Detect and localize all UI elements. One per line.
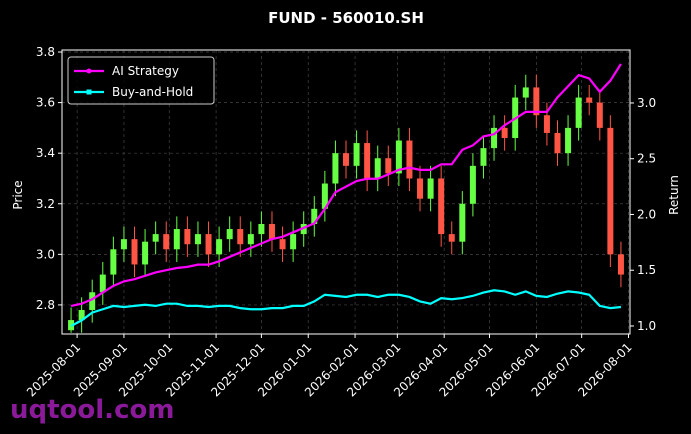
legend-label: AI Strategy — [112, 64, 179, 78]
candle-body — [99, 274, 106, 293]
candle-body — [131, 239, 138, 265]
candle-body — [417, 178, 424, 199]
candle-body — [501, 127, 508, 139]
candle-body — [311, 208, 318, 224]
candle-body — [480, 148, 487, 166]
candle-body — [163, 234, 170, 250]
candle-body — [142, 241, 149, 265]
y-tick-label: 2.8 — [36, 298, 55, 312]
candle-body — [364, 143, 371, 179]
candle-body — [617, 254, 624, 275]
candle-body — [438, 178, 445, 235]
candle-body — [194, 234, 201, 245]
candle-body — [216, 239, 223, 255]
candle-body — [543, 115, 550, 133]
candle-body — [78, 309, 85, 321]
candle-body — [268, 223, 275, 240]
y2-tick-label: 2.5 — [637, 152, 656, 166]
watermark: uqtool.com — [10, 395, 174, 425]
candle-body — [152, 234, 159, 242]
candle-body — [120, 239, 127, 250]
candle-body — [385, 158, 392, 174]
candle-body — [226, 229, 233, 240]
line-series — [70, 63, 622, 307]
y2-tick-label: 1.5 — [637, 263, 656, 277]
chart-title: FUND - 560010.SH — [268, 9, 424, 27]
plot-frame — [61, 49, 631, 335]
candle-body — [586, 97, 593, 103]
y-tick-label: 3.8 — [36, 45, 55, 59]
candle-body — [353, 143, 360, 166]
candle-body — [258, 223, 265, 235]
candle-body — [332, 153, 339, 184]
candle-body — [184, 229, 191, 245]
candle-body — [575, 97, 582, 128]
y-tick-label: 3.2 — [36, 197, 55, 211]
candle-body — [110, 249, 117, 275]
legend-label: Buy-and-Hold — [112, 85, 193, 99]
candle-body — [247, 234, 254, 245]
candle-body — [343, 153, 349, 166]
y2-tick-label: 2.0 — [637, 207, 656, 221]
candle-body — [395, 140, 402, 174]
candle-body — [427, 178, 434, 199]
candle-body — [89, 292, 96, 310]
line-series — [70, 289, 622, 327]
y2-tick-label: 1.0 — [637, 319, 656, 333]
y-tick-label: 3.6 — [36, 96, 55, 110]
y-tick-label: 3.4 — [36, 146, 55, 160]
y-tick-label: 3.0 — [36, 247, 55, 261]
candle-body — [469, 165, 476, 204]
legend: AI Strategy Buy-and-Hold — [67, 56, 215, 105]
candle-body — [279, 239, 286, 250]
candle-body — [205, 234, 212, 255]
candle-body — [565, 127, 572, 154]
candle-body — [459, 203, 466, 242]
candle-body — [607, 127, 614, 255]
candle-body — [406, 140, 413, 179]
legend-marker — [86, 89, 92, 95]
candle-body — [491, 127, 498, 149]
candle-body — [374, 158, 381, 179]
candle-body — [300, 223, 307, 235]
candle-body — [533, 87, 540, 116]
candle-body — [290, 234, 297, 250]
candle-body — [448, 234, 455, 242]
candle-body — [596, 102, 603, 128]
candle-body — [522, 87, 529, 98]
candle-body — [321, 183, 328, 209]
candle-body — [173, 229, 180, 250]
y2-axis-label: Return — [667, 175, 681, 215]
candle-body — [554, 132, 561, 154]
legend-marker — [86, 68, 92, 74]
legend-box — [67, 56, 215, 105]
y2-tick-label: 3.0 — [637, 96, 656, 110]
candle-body — [237, 229, 244, 245]
y-axis-label: Price — [11, 180, 25, 209]
